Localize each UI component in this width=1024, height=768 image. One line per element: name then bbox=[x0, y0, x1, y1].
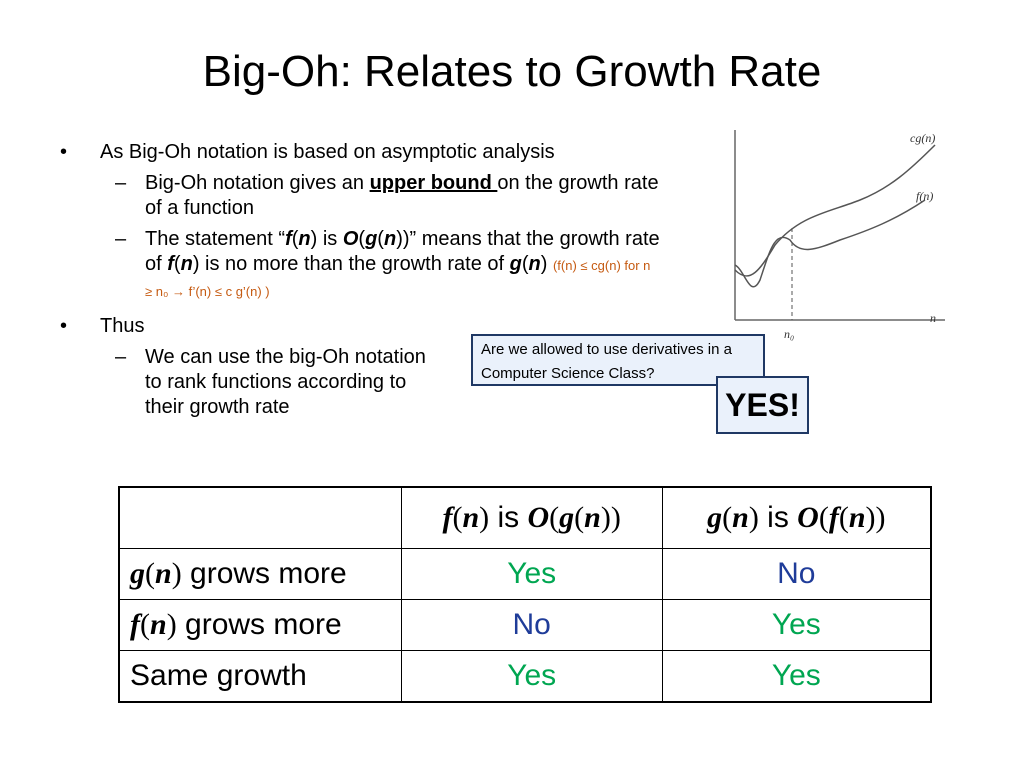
statement-text: The statement “ bbox=[145, 228, 286, 250]
func-f: f bbox=[442, 501, 453, 534]
func-g: g bbox=[559, 501, 575, 534]
sub-bullet-text: We can use the big-Oh notation to rank f… bbox=[145, 346, 426, 418]
is-word: is bbox=[758, 501, 798, 534]
cg-label: cg(n) bbox=[910, 131, 935, 145]
bullet-item: • As Big-Oh notation is based on asympto… bbox=[60, 140, 660, 165]
sub-bullet-text: on the growth rate of a function bbox=[145, 172, 659, 219]
header-cell: g(n) is O(f(n)) bbox=[661, 486, 932, 549]
big-o: O bbox=[342, 228, 359, 250]
statement-text: ) is bbox=[310, 228, 343, 250]
var-n: n bbox=[584, 501, 601, 534]
paren: ( bbox=[521, 253, 529, 275]
cg-curve bbox=[734, 144, 936, 277]
paren: ( bbox=[173, 253, 181, 275]
f-curve bbox=[734, 199, 926, 288]
cell-no: No bbox=[400, 599, 663, 651]
paren: ( bbox=[377, 228, 384, 250]
var-n: n bbox=[732, 501, 749, 534]
statement-text: ))” means that the growth rate of bbox=[145, 228, 660, 275]
upper-bound-emphasis: upper bound bbox=[369, 172, 498, 194]
var-n: n bbox=[383, 228, 397, 250]
sub-bullet-item: – We can use the big-Oh notation to rank… bbox=[60, 345, 445, 420]
var-n: n bbox=[298, 228, 311, 250]
table-row: g(n) grows more Yes No bbox=[118, 548, 932, 600]
dash-icon: – bbox=[115, 346, 127, 368]
cell-yes: Yes bbox=[400, 650, 663, 703]
big-o: O bbox=[527, 501, 550, 534]
paren: ( bbox=[358, 228, 366, 250]
yes-box: YES! bbox=[716, 376, 809, 434]
bullet-text: Thus bbox=[100, 315, 145, 337]
sub-bullet-item: – Big-Oh notation gives an upper bound o… bbox=[60, 171, 660, 221]
statement-text: ) is no more than the growth rate of bbox=[192, 253, 510, 275]
sub-bullet-text: Big-Oh notation gives an bbox=[145, 172, 370, 194]
is-word: is bbox=[489, 501, 528, 534]
bullet-list: • As Big-Oh notation is based on asympto… bbox=[60, 140, 660, 420]
header-cell: f(n) is O(g(n)) bbox=[400, 486, 663, 549]
table-header-row: f(n) is O(g(n)) g(n) is O(f(n)) bbox=[118, 486, 932, 549]
paren: ( bbox=[291, 228, 299, 250]
header-empty-cell bbox=[118, 486, 402, 549]
row-label: Same growth bbox=[118, 650, 402, 703]
n0-label: n₀ bbox=[784, 327, 794, 341]
var-n: n bbox=[150, 608, 167, 641]
func-f: f bbox=[167, 253, 174, 275]
x-label: n bbox=[930, 311, 936, 325]
dash-icon: – bbox=[115, 228, 127, 250]
cell-yes: Yes bbox=[400, 548, 663, 600]
cell-yes: Yes bbox=[661, 599, 932, 651]
cell-yes: Yes bbox=[661, 650, 932, 703]
table-row: f(n) grows more No Yes bbox=[118, 599, 932, 651]
var-n: n bbox=[462, 501, 480, 534]
bullet-dot-icon: • bbox=[60, 141, 68, 163]
slide-title: Big-Oh: Relates to Growth Rate bbox=[202, 47, 822, 96]
row-label-text: grows more bbox=[181, 557, 347, 590]
func-f: f bbox=[130, 608, 140, 641]
var-n: n bbox=[848, 501, 866, 534]
bullet-text: As Big-Oh notation is based on asymptoti… bbox=[100, 141, 555, 163]
func-g: g bbox=[130, 557, 145, 590]
var-n: n bbox=[180, 253, 193, 275]
growth-graph: cg(n) f(n) n n₀ bbox=[734, 130, 945, 341]
paren: ) bbox=[540, 253, 553, 275]
func-f: f bbox=[285, 228, 292, 250]
row-label: f(n) grows more bbox=[118, 599, 402, 651]
f-label: f(n) bbox=[916, 189, 933, 203]
bullet-item: • Thus bbox=[60, 314, 660, 339]
derivative-note: (f(n) ≤ cg(n) for n ≥ n₀ → f’(n) ≤ c g’(… bbox=[145, 258, 651, 299]
comparison-table: f(n) is O(g(n)) g(n) is O(f(n)) g(n) gro… bbox=[118, 486, 932, 703]
func-f: f bbox=[828, 501, 839, 534]
cell-no: No bbox=[661, 548, 932, 600]
table-row: Same growth Yes Yes bbox=[118, 650, 932, 703]
sub-bullet-item: – The statement “f(n) is O(g(n))” means … bbox=[60, 227, 660, 304]
func-g: g bbox=[509, 253, 522, 275]
dash-icon: – bbox=[115, 172, 127, 194]
row-label: g(n) grows more bbox=[118, 548, 402, 600]
row-label-text: grows more bbox=[176, 608, 342, 641]
func-g: g bbox=[365, 228, 378, 250]
big-o: O bbox=[797, 501, 819, 534]
func-g: g bbox=[707, 501, 723, 534]
bullet-dot-icon: • bbox=[60, 315, 68, 337]
var-n: n bbox=[155, 557, 172, 590]
var-n: n bbox=[528, 253, 541, 275]
